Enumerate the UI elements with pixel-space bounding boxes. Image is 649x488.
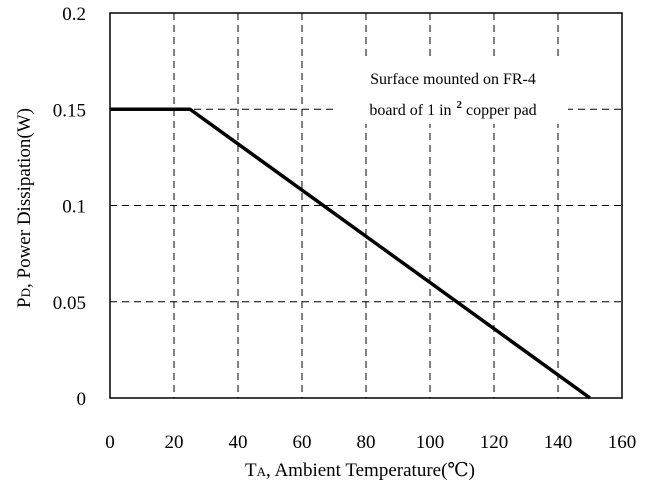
y-tick-labels: 0 0.05 0.1 0.15 0.2 (53, 4, 86, 410)
y-tick-label: 0.15 (53, 100, 86, 121)
annotation-line-1: Surface mounted on FR-4 (370, 71, 536, 88)
x-tick-label: 160 (608, 432, 637, 453)
series-group (110, 107, 592, 400)
x-axis-label: TA, Ambient Temperature(℃) (245, 460, 475, 481)
x-tick-labels: 0 20 40 60 80 100 120 140 160 (105, 432, 636, 453)
x-tick-label: 100 (416, 432, 445, 453)
x-tick-label: 0 (105, 432, 115, 453)
x-tick-label: 20 (165, 432, 184, 453)
x-tick-label: 40 (229, 432, 248, 453)
y-tick-label: 0.05 (53, 293, 86, 314)
x-tick-label: 80 (357, 432, 376, 453)
x-tick-label: 60 (293, 432, 312, 453)
annotation-line-2: board of 1 in 2 copper pad (369, 99, 536, 119)
y-axis-label: PD, Power Dissipation(W) (14, 108, 35, 308)
series-line-0 (110, 107, 592, 400)
y-tick-label: 0.1 (62, 197, 86, 218)
annotation-box: Surface mounted on FR-4 board of 1 in 2 c… (338, 60, 568, 124)
x-tick-label: 120 (480, 432, 509, 453)
x-tick-label: 140 (544, 432, 573, 453)
y-tick-label: 0.2 (62, 4, 86, 25)
y-tick-label: 0 (77, 389, 87, 410)
plot-frame (109, 12, 623, 399)
